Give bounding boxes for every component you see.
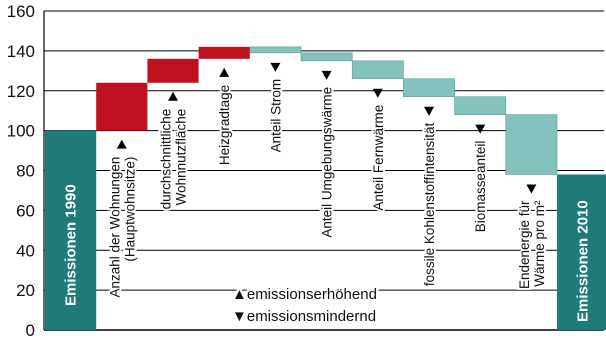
bar-step [147, 58, 199, 83]
y-tick-label: 120 [7, 82, 35, 101]
bar-label: Anteil Strom [268, 79, 283, 153]
bar-label: Endenergie für [517, 200, 532, 289]
y-tick-label: 100 [7, 122, 35, 141]
y-tick-label: 80 [16, 162, 35, 181]
bar-step [351, 60, 404, 80]
bar-step [198, 46, 250, 59]
bar-step [249, 46, 302, 54]
bar-step [454, 96, 507, 115]
y-tick-label: 160 [7, 2, 35, 21]
arrow-down-icon [526, 184, 537, 194]
bars [45, 46, 606, 330]
arrow-up-icon [116, 139, 127, 149]
bar-label: Anzahl der Wohnungen [107, 157, 122, 298]
legend-item-down: ▼emissionsmindernd [232, 308, 376, 325]
bar-label: Anteil Fernwärme [371, 105, 386, 211]
legend: ▲emissionserhöhend ▼emissionsmindernd [230, 284, 380, 328]
bar-label: Heizgradtage [217, 85, 232, 165]
bar-label-end: Emissionen 2010 [575, 200, 592, 322]
arrow-up-icon [168, 91, 178, 101]
arrow-down-icon [321, 70, 332, 80]
bar-label: durchschnittliche [159, 109, 174, 210]
bar-label: Biomasseanteil [473, 141, 488, 233]
arrow-down-icon [475, 124, 486, 134]
arrow-down-icon [270, 62, 281, 72]
arrow-down-icon [372, 88, 383, 98]
bar-label-start: Emissionen 1990 [63, 184, 80, 306]
y-tick-label: 60 [16, 201, 35, 220]
bar-step [505, 114, 558, 175]
y-tick-label: 0 [26, 321, 35, 340]
bar-label: Wohnnutzfläche [174, 109, 189, 206]
y-axis: 0 20 40 60 80 100 120 140 160 [7, 2, 35, 340]
arrow-up-icon [219, 67, 230, 77]
y-tick-label: 140 [7, 42, 35, 61]
bar-labels: Emissionen 1990 Emissionen 2010 Anzahl der… [63, 77, 592, 322]
y-tick-label: 40 [16, 241, 35, 260]
bar-step [96, 82, 148, 131]
y-tick-label: 20 [16, 281, 35, 300]
bar-label: Wärme pro m² [532, 200, 547, 287]
bar-label: fossile Kohlenstoffintensität [422, 122, 437, 286]
bar-end [557, 174, 606, 330]
arrow-down-icon [424, 106, 434, 116]
bar-label: Anteil Umgebungswärme [320, 87, 335, 238]
bar-label: (Hauptwohnsitze) [122, 157, 137, 262]
bar-step [403, 78, 455, 98]
bar-step [300, 52, 353, 62]
bar-start [45, 130, 97, 330]
legend-item-up: ▲emissionserhöhend [232, 286, 377, 303]
